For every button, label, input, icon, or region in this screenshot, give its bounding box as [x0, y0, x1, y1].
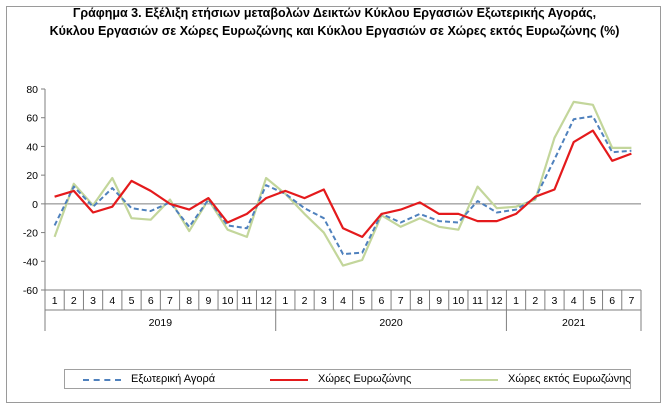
legend-swatch [460, 379, 498, 381]
x-tick-label-month: 4 [340, 295, 346, 307]
x-tick-label-month: 12 [491, 295, 503, 307]
x-tick-label-month: 11 [241, 295, 252, 307]
legend-label: Εξωτερική Αγορά [131, 373, 216, 385]
x-tick-label-month: 9 [436, 295, 442, 307]
x-tick-label-month: 4 [109, 295, 115, 307]
y-tick-label: 80 [26, 84, 38, 96]
x-tick-label-month: 2 [532, 295, 538, 307]
x-tick-label-month: 1 [52, 295, 58, 307]
x-tick-label-month: 5 [129, 295, 135, 307]
x-tick-label-month: 5 [590, 295, 596, 307]
x-tick-label-month: 2 [71, 295, 77, 307]
x-tick-label-year: 2020 [379, 317, 403, 329]
y-tick-label: 0 [32, 199, 38, 211]
x-tick-label-month: 8 [417, 295, 423, 307]
x-tick-label-month: 7 [167, 295, 173, 307]
series-line-3 [53, 100, 632, 267]
chart-axes [44, 89, 641, 290]
x-tick-label-month: 6 [609, 295, 615, 307]
x-tick-label-month: 7 [628, 295, 634, 307]
x-tick-label-month: 8 [186, 295, 192, 307]
x-tick-label-month: 3 [552, 295, 558, 307]
y-tick-label: 20 [26, 170, 38, 182]
x-tick-label-month: 1 [282, 295, 288, 307]
chart-title: Γράφημα 3. Εξέλιξη ετήσιων μεταβολών Δει… [0, 4, 669, 40]
x-tick-label-month: 10 [453, 295, 465, 307]
x-tick-label-month: 10 [222, 295, 234, 307]
x-tick-label-month: 6 [148, 295, 154, 307]
legend-label: Χώρες εκτός Ευρωζώνης [508, 373, 631, 385]
x-tick-label-month: 1 [513, 295, 519, 307]
x-tick-label-month: 2 [302, 295, 308, 307]
y-tick-label: -20 [23, 228, 38, 240]
legend-swatch [83, 379, 121, 381]
x-tick-label-month: 11 [472, 295, 483, 307]
x-tick-label-year: 2021 [562, 317, 586, 329]
x-axis-categories: 1 2 3 4 5 6 7 8 9 10 11 12 1 2 3 4 5 6 7 8 9 10 11 12 1 2 3 4 5 6 7201… [44, 289, 642, 331]
x-tick-label-month: 3 [90, 295, 96, 307]
x-tick-label-month: 9 [205, 295, 211, 307]
y-axis-ticks: -60 -40 -20 0 20 40 60 80 [23, 84, 45, 297]
series-line-2 [54, 129, 632, 238]
x-tick-label-month: 6 [379, 295, 385, 307]
x-tick-label-month: 5 [359, 295, 365, 307]
chart-title-line-1: Γράφημα 3. Εξέλιξη ετήσιων μεταβολών Δει… [72, 6, 597, 20]
x-tick-label-year: 2019 [149, 317, 173, 329]
chart-legend: Εξωτερική Αγορά Χώρες Ευρωζώνης Χώρες εκτό… [64, 369, 631, 389]
y-tick-label: -40 [23, 256, 38, 268]
y-tick-label: 60 [26, 113, 38, 125]
legend-label: Χώρες Ευρωζώνης [318, 373, 412, 385]
chart-title-line-2: Κύκλου Εργασιών σε Χώρες Ευρωζώνης και Κ… [49, 24, 620, 38]
x-tick-label-month: 12 [260, 295, 272, 307]
x-tick-label-month: 7 [398, 295, 404, 307]
series-lines [53, 100, 632, 267]
legend-swatch [270, 379, 308, 381]
x-tick-label-month: 3 [321, 295, 327, 307]
y-tick-label: -60 [23, 285, 38, 297]
x-tick-label-month: 4 [571, 295, 577, 307]
y-tick-label: 40 [26, 141, 38, 153]
